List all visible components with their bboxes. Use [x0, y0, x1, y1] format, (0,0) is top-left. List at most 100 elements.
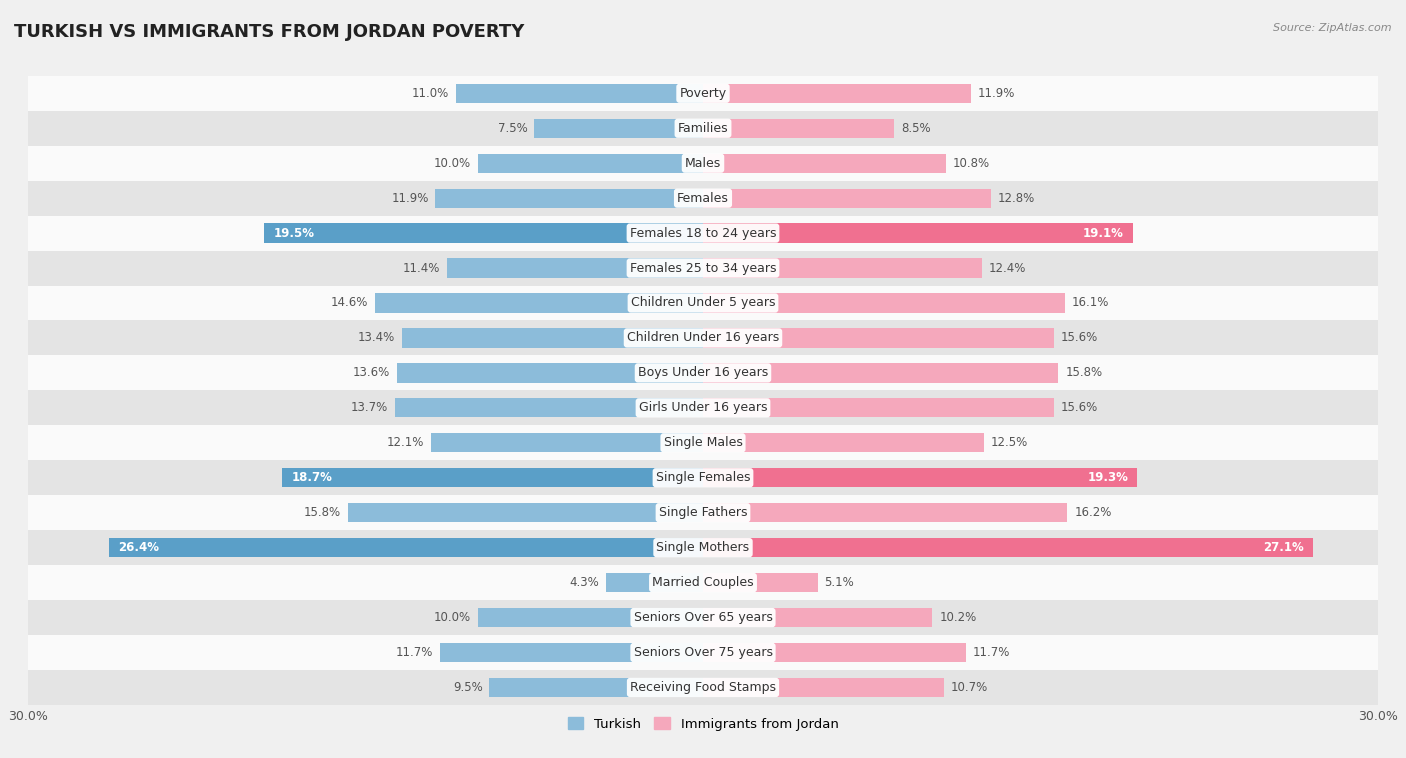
Text: 10.2%: 10.2%: [939, 611, 976, 624]
Bar: [28, 425, 1378, 460]
Text: Seniors Over 65 years: Seniors Over 65 years: [634, 611, 772, 624]
Text: 12.1%: 12.1%: [387, 437, 425, 449]
Text: 13.6%: 13.6%: [353, 366, 391, 380]
Text: 19.1%: 19.1%: [1083, 227, 1123, 240]
Bar: [28, 146, 1378, 180]
Text: 5.1%: 5.1%: [824, 576, 855, 589]
Text: Children Under 5 years: Children Under 5 years: [631, 296, 775, 309]
Bar: [110, 538, 703, 557]
Text: 4.3%: 4.3%: [569, 576, 599, 589]
Bar: [28, 390, 1378, 425]
Bar: [28, 635, 1378, 670]
Text: 10.0%: 10.0%: [434, 611, 471, 624]
Bar: [703, 118, 894, 138]
Bar: [28, 76, 1378, 111]
Bar: [703, 398, 1054, 418]
Bar: [436, 189, 703, 208]
Bar: [402, 328, 703, 348]
Bar: [28, 111, 1378, 146]
Bar: [703, 503, 1067, 522]
Text: 19.3%: 19.3%: [1087, 471, 1128, 484]
Text: 15.6%: 15.6%: [1060, 331, 1098, 344]
Text: 16.1%: 16.1%: [1071, 296, 1109, 309]
Text: Girls Under 16 years: Girls Under 16 years: [638, 401, 768, 415]
Text: Boys Under 16 years: Boys Under 16 years: [638, 366, 768, 380]
Text: 7.5%: 7.5%: [498, 122, 527, 135]
Bar: [703, 293, 1066, 312]
Text: 13.4%: 13.4%: [357, 331, 395, 344]
Text: 19.5%: 19.5%: [273, 227, 315, 240]
Bar: [703, 83, 970, 103]
Bar: [283, 468, 703, 487]
Text: Single Mothers: Single Mothers: [657, 541, 749, 554]
Bar: [703, 608, 932, 627]
Text: 11.7%: 11.7%: [973, 646, 1011, 659]
Bar: [703, 154, 946, 173]
Bar: [703, 433, 984, 453]
Bar: [478, 154, 703, 173]
Text: 11.7%: 11.7%: [395, 646, 433, 659]
Bar: [606, 573, 703, 592]
Text: 11.4%: 11.4%: [402, 262, 440, 274]
Bar: [395, 398, 703, 418]
Bar: [28, 460, 1378, 495]
Bar: [28, 215, 1378, 251]
Text: 15.8%: 15.8%: [304, 506, 340, 519]
Text: 8.5%: 8.5%: [901, 122, 931, 135]
Text: Poverty: Poverty: [679, 86, 727, 100]
Text: 12.8%: 12.8%: [998, 192, 1035, 205]
Text: 10.0%: 10.0%: [434, 157, 471, 170]
Bar: [264, 224, 703, 243]
Text: Single Females: Single Females: [655, 471, 751, 484]
Bar: [28, 180, 1378, 215]
Bar: [703, 224, 1133, 243]
Text: 14.6%: 14.6%: [330, 296, 368, 309]
Text: 11.0%: 11.0%: [412, 86, 449, 100]
Text: 26.4%: 26.4%: [118, 541, 159, 554]
Text: Families: Families: [678, 122, 728, 135]
Text: 10.7%: 10.7%: [950, 681, 987, 694]
Bar: [396, 363, 703, 383]
Bar: [703, 363, 1059, 383]
Bar: [347, 503, 703, 522]
Bar: [703, 678, 943, 697]
Bar: [703, 643, 966, 662]
Text: Receiving Food Stamps: Receiving Food Stamps: [630, 681, 776, 694]
Text: 12.4%: 12.4%: [988, 262, 1026, 274]
Bar: [28, 286, 1378, 321]
Bar: [28, 600, 1378, 635]
Text: 10.8%: 10.8%: [953, 157, 990, 170]
Bar: [478, 608, 703, 627]
Bar: [28, 251, 1378, 286]
Text: 13.7%: 13.7%: [352, 401, 388, 415]
Text: 11.9%: 11.9%: [391, 192, 429, 205]
Text: Single Males: Single Males: [664, 437, 742, 449]
Bar: [28, 356, 1378, 390]
Bar: [28, 670, 1378, 705]
Text: 11.9%: 11.9%: [977, 86, 1015, 100]
Text: Single Fathers: Single Fathers: [659, 506, 747, 519]
Text: Children Under 16 years: Children Under 16 years: [627, 331, 779, 344]
Bar: [489, 678, 703, 697]
Bar: [28, 321, 1378, 356]
Text: Females 18 to 24 years: Females 18 to 24 years: [630, 227, 776, 240]
Bar: [440, 643, 703, 662]
Bar: [28, 495, 1378, 530]
Bar: [703, 468, 1137, 487]
Bar: [703, 573, 818, 592]
Text: Females: Females: [678, 192, 728, 205]
Text: Females 25 to 34 years: Females 25 to 34 years: [630, 262, 776, 274]
Bar: [456, 83, 703, 103]
Text: 15.6%: 15.6%: [1060, 401, 1098, 415]
Text: 27.1%: 27.1%: [1263, 541, 1303, 554]
Text: Source: ZipAtlas.com: Source: ZipAtlas.com: [1274, 23, 1392, 33]
Text: TURKISH VS IMMIGRANTS FROM JORDAN POVERTY: TURKISH VS IMMIGRANTS FROM JORDAN POVERT…: [14, 23, 524, 41]
Bar: [374, 293, 703, 312]
Bar: [703, 328, 1054, 348]
Bar: [28, 565, 1378, 600]
Bar: [703, 538, 1313, 557]
Bar: [703, 189, 991, 208]
Text: 15.8%: 15.8%: [1066, 366, 1102, 380]
Bar: [703, 258, 981, 277]
Legend: Turkish, Immigrants from Jordan: Turkish, Immigrants from Jordan: [562, 712, 844, 736]
